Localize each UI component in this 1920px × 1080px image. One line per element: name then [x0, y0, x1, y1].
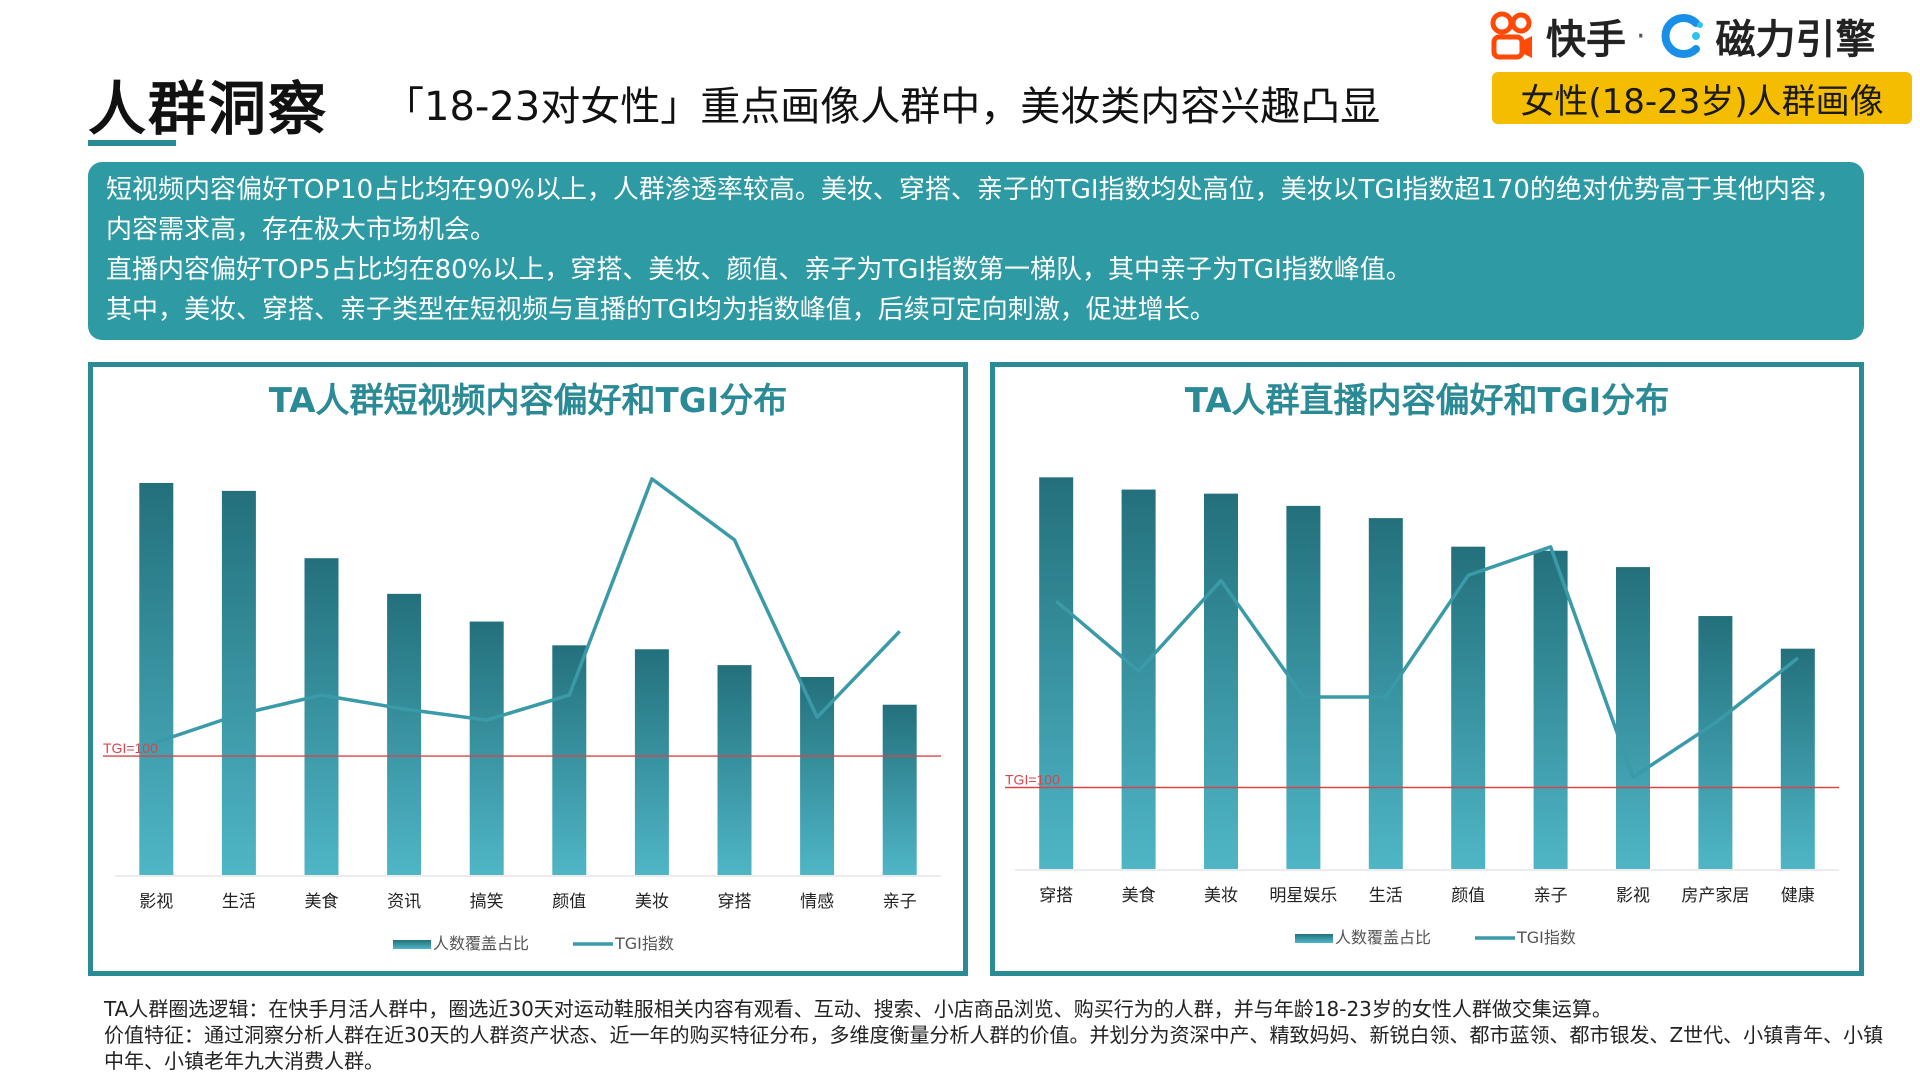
- persona-badge: 女性(18-23岁)人群画像: [1492, 72, 1912, 124]
- bar-1: [1039, 477, 1074, 869]
- bar-9: [1698, 616, 1733, 869]
- bar-9: [800, 677, 835, 875]
- chart-title-short-video: TA人群短视频内容偏好和TGI分布: [268, 381, 788, 421]
- category-label: 影视: [1616, 886, 1650, 906]
- legend-bar-swatch: [393, 940, 431, 949]
- summary-line-1: 短视频内容偏好TOP10占比均在90%以上，人群渗透率较高。美妆、穿搭、亲子的T…: [106, 175, 1842, 245]
- title-underline: [88, 140, 176, 146]
- category-label: 房产家居: [1681, 886, 1749, 906]
- kuaishou-logo-icon: [1490, 11, 1532, 60]
- bar-5: [469, 621, 504, 875]
- bar-8: [1616, 567, 1650, 869]
- category-label: 搞笑: [470, 892, 504, 912]
- page-title: 人群洞察: [88, 75, 329, 143]
- category-label: 亲子: [883, 892, 917, 912]
- category-label: 美食: [305, 892, 339, 912]
- bar-3: [1204, 493, 1238, 869]
- bar-2: [1121, 489, 1156, 869]
- bar-5: [1368, 518, 1403, 869]
- brand-kuaishou-text: 快手: [1546, 17, 1626, 63]
- bar-10: [1780, 648, 1815, 869]
- brand-cili-text: 磁力引擎: [1715, 17, 1876, 63]
- legend-line-label: TGI指数: [1516, 928, 1576, 947]
- tgi-line: [1055, 545, 1799, 779]
- tgi-reference-label: TGI=100: [103, 740, 158, 756]
- legend-bar-label: 人数覆盖占比: [433, 934, 529, 953]
- bar-1: [139, 482, 174, 875]
- chart-title-live: TA人群直播内容偏好和TGI分布: [1184, 381, 1670, 421]
- category-label: 亲子: [1534, 886, 1568, 906]
- bar-7: [1533, 550, 1568, 869]
- summary-box: 短视频内容偏好TOP10占比均在90%以上，人群渗透率较高。美妆、穿搭、亲子的T…: [88, 162, 1864, 340]
- category-label: 颜值: [552, 892, 586, 912]
- brand-separator: ·: [1636, 18, 1646, 54]
- chart-panel-live: TA人群直播内容偏好和TGI分布 TGI=100 穿搭 美食 美妆 明星娱乐 生活 颜值 亲子…: [990, 362, 1864, 976]
- category-label: 生活: [1369, 886, 1403, 906]
- legend-bar-label: 人数覆盖占比: [1335, 928, 1431, 947]
- footnote-line-1: TA人群圈选逻辑：在快手月活人群中，圈选近30天对运动鞋服相关内容有观看、互动、…: [104, 997, 1612, 1021]
- footnote: TA人群圈选逻辑：在快手月活人群中，圈选近30天对运动鞋服相关内容有观看、互动、…: [104, 996, 1884, 1074]
- legend-bar-swatch: [1295, 934, 1333, 943]
- footnote-line-2: 价值特征：通过洞察分析人群在近30天的人群资产状态、近一年的购买特征分布，多维度…: [104, 1023, 1884, 1073]
- category-label: 美食: [1122, 886, 1156, 906]
- category-label: 生活: [222, 892, 256, 912]
- bar-7: [634, 649, 669, 875]
- category-label: 美妆: [1204, 886, 1238, 906]
- summary-line-2: 直播内容偏好TOP5占比均在80%以上，穿搭、美妆、颜值、亲子为TGI指数第一梯…: [106, 255, 1412, 285]
- tgi-reference-label: TGI=100: [1005, 772, 1060, 788]
- legend-line-label: TGI指数: [614, 934, 674, 953]
- category-label: 情感: [800, 892, 834, 912]
- category-label: 颜值: [1451, 886, 1485, 906]
- headline: 「18-23对女性」重点画像人群中，美妆类内容兴趣凸显: [384, 84, 1381, 130]
- bar-10: [882, 704, 917, 875]
- bar-2: [221, 490, 256, 875]
- tgi-line: [155, 477, 901, 744]
- category-label: 穿搭: [718, 892, 752, 912]
- brand-logos: 快手 · 磁力引擎: [1488, 8, 1876, 64]
- bar-4: [1286, 505, 1321, 869]
- category-label: 资讯: [387, 892, 421, 912]
- bar-4: [387, 593, 422, 875]
- category-label: 健康: [1781, 886, 1815, 906]
- category-label: 穿搭: [1039, 886, 1073, 906]
- summary-line-3: 其中，美妆、穿搭、亲子类型在短视频与直播的TGI均为指数峰值，后续可定向刺激，促…: [106, 295, 1216, 325]
- bar-8: [717, 665, 752, 875]
- bar-6: [552, 645, 587, 875]
- bar-6: [1451, 546, 1486, 869]
- category-label: 美妆: [635, 892, 669, 912]
- category-label: 明星娱乐: [1269, 886, 1337, 906]
- cili-engine-logo-icon: [1661, 14, 1703, 58]
- chart-panel-short-video: TA人群短视频内容偏好和TGI分布 TGI=100 影视 生活 美食 资讯 搞笑 颜值 美妆 穿…: [88, 362, 968, 976]
- bar-3: [304, 558, 339, 875]
- category-label: 影视: [139, 892, 173, 912]
